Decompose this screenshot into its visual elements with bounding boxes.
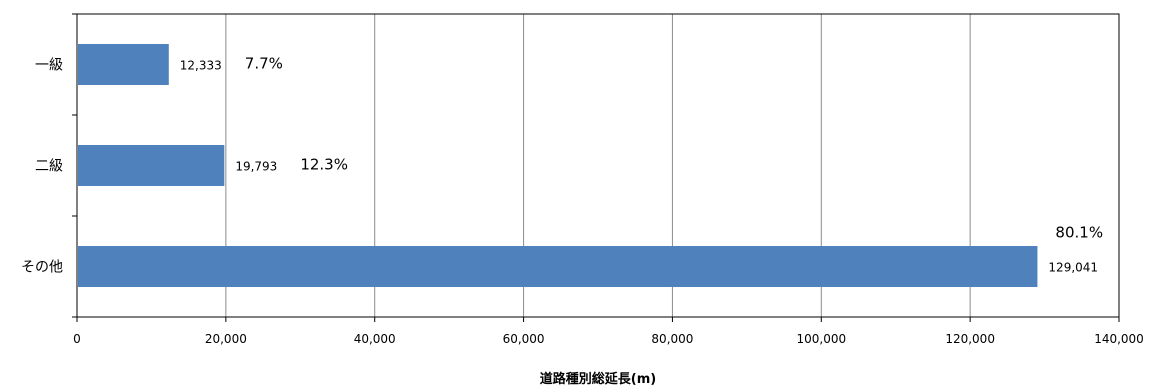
data-label: 12,333 — [180, 59, 222, 73]
x-tick-label: 100,000 — [796, 332, 846, 346]
bar — [78, 246, 1038, 287]
bars — [78, 44, 1038, 287]
bar — [78, 145, 225, 186]
x-tick-label: 140,000 — [1094, 332, 1144, 346]
data-label: 19,793 — [235, 160, 277, 174]
category-label: その他 — [21, 260, 63, 276]
category-label: 二級 — [35, 159, 63, 175]
plot-area-frame — [76, 13, 1120, 318]
x-tick-label: 60,000 — [503, 332, 545, 346]
category-label: 一級 — [35, 58, 63, 74]
x-tick-label: 120,000 — [945, 332, 995, 346]
percent-label: 7.7% — [245, 55, 283, 73]
x-tick-label: 80,000 — [651, 332, 693, 346]
x-tick-label: 20,000 — [205, 332, 247, 346]
bar — [78, 44, 169, 85]
labels: 0 20,000 40,000 60,000 80,000 100,000 120,000 1… — [21, 55, 1144, 347]
percent-label: 80.1% — [1055, 224, 1103, 242]
x-axis-title: 道路種別総延長(m) — [540, 371, 656, 387]
percent-label: 12.3% — [300, 156, 348, 174]
data-label: 129,041 — [1048, 261, 1098, 275]
x-tick-label: 0 — [73, 332, 81, 346]
x-tick-label: 40,000 — [354, 332, 396, 346]
